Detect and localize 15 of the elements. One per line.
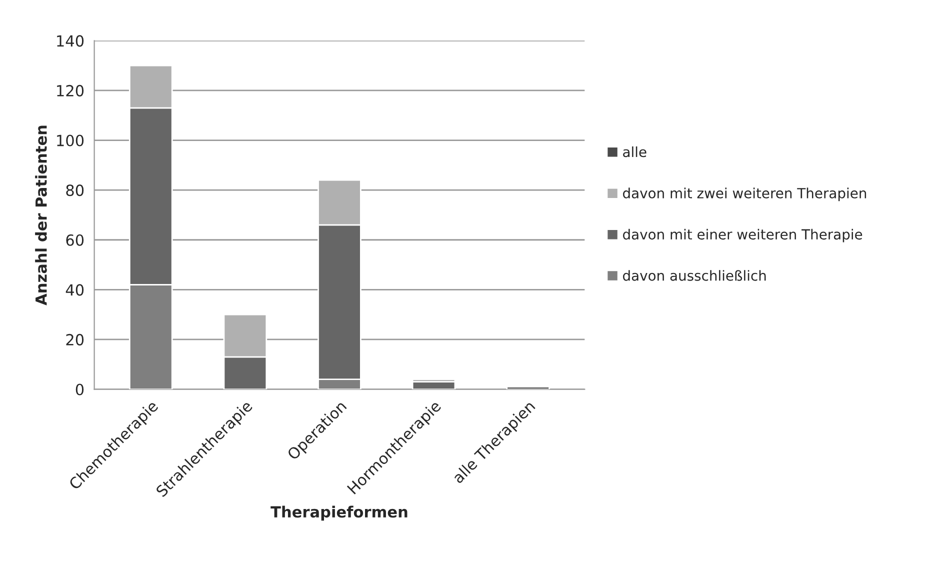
y-tick-label: 40 <box>66 284 84 296</box>
y-axis-title: Anzahl der Patienten <box>35 126 47 306</box>
y-tick-label: 60 <box>66 234 84 246</box>
y-tick-label: 120 <box>57 84 84 96</box>
y-tick-label: 20 <box>66 334 84 346</box>
bar <box>506 386 550 390</box>
y-tick-label: 0 <box>76 384 84 396</box>
legend-label: alle <box>623 146 646 158</box>
x-axis-title: Therapieformen <box>270 506 408 521</box>
legend-label: davon mit zwei weiteren Therapien <box>623 188 866 202</box>
y-tick-label: 80 <box>66 184 84 196</box>
legend-label: davon ausschließlich <box>623 270 766 281</box>
legend-label: davon mit einer weiteren Therapie <box>623 228 862 242</box>
y-tick-label: 100 <box>57 134 84 146</box>
y-tick-label: 140 <box>57 35 84 47</box>
